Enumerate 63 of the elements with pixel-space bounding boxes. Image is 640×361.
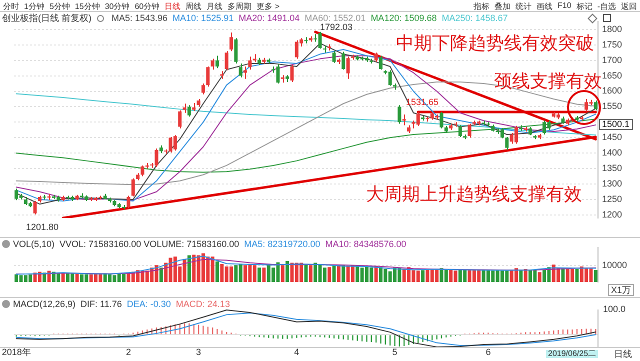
text: DEA: -0.30 [126, 299, 171, 309]
text: MA10: 1525.91 [172, 13, 234, 23]
annotation: 1792.03 [320, 22, 353, 32]
text: MA120: 1509.68 [370, 13, 437, 23]
text: DIF: 11.76 [80, 299, 122, 309]
annotation: 大周期上升趋势线支撑有效 [366, 184, 582, 205]
text: 15分钟 [74, 1, 100, 12]
text: 月线 [206, 1, 223, 12]
text: 1201.80 [26, 222, 59, 232]
y-tick-label: 1800 [602, 24, 622, 34]
x-tick-label: 2 [126, 346, 131, 357]
x-tick-label: 6 [486, 346, 491, 357]
series-label: MACD: 24.13 [176, 299, 230, 309]
series-label: MA5: 82319720.00 [244, 239, 320, 249]
y-tick-label: 1600 [602, 86, 622, 96]
text: MA5: 1543.96 [112, 13, 168, 23]
y-tick-label: 1200 [602, 209, 622, 220]
chart-title: MACD(12,26,9) [13, 299, 76, 309]
y-tick-label: 1550 [602, 101, 622, 112]
series-label: MA10: 84348576.00 [325, 239, 406, 249]
text: 更多 > [256, 1, 280, 12]
y-tick-label: 1750 [602, 39, 622, 50]
y-tick-label: 1300 [602, 178, 622, 188]
text: 30分钟 [104, 1, 130, 12]
text: 60分钟 [134, 1, 160, 12]
y-tick-label: 1400 [602, 148, 622, 158]
text: MA60: 1552.01 [304, 13, 366, 23]
y-tick-label: 10000 [602, 260, 628, 270]
text: 100.0 [603, 304, 626, 314]
y-tick-label: 1450 [602, 132, 622, 142]
text: MA20: 1491.04 [238, 13, 300, 23]
text: 统计 [516, 1, 532, 12]
text: 1分钟 [24, 1, 44, 12]
chart-title: 创业板指(日线 前复权) [2, 13, 92, 23]
chart-subtitle: VVOL: 71583160.00 VOLUME: 71583160.00 [60, 239, 240, 249]
text: 1500.1 [599, 119, 633, 130]
text: 日线 [614, 349, 632, 359]
y-tick-label: 1650 [602, 70, 622, 80]
text: 周线 [186, 1, 202, 12]
y-axis-title: X1万 [608, 284, 634, 296]
annotation: 中期下降趋势线有效突破 [396, 33, 594, 54]
y-tick-label: 1350 [602, 163, 622, 174]
chart-title: VOL(5,10) [13, 239, 55, 249]
text: 5分钟 [49, 1, 70, 12]
annotation: 颈线支撑有效 [494, 71, 602, 92]
x-tick-label: 2018年 [2, 346, 31, 357]
text: 2019/06/25二 [546, 349, 598, 358]
text: 返回 [621, 1, 637, 12]
text: 画线 [536, 1, 553, 12]
text: 指标 [474, 1, 490, 12]
y-tick-label: 1700 [602, 54, 622, 65]
text: 分时 [3, 1, 19, 12]
text: 多周期 [228, 1, 252, 12]
x-tick-label: 4 [294, 346, 300, 357]
text: 叠加 [494, 1, 511, 12]
x-tick-label: 5 [392, 346, 398, 357]
text: F10 [558, 1, 572, 12]
text: -自选 [597, 1, 616, 12]
text: 标记 [576, 1, 592, 12]
text: MA250: 1458.67 [442, 13, 508, 23]
y-tick-label: 1250 [602, 194, 622, 204]
x-tick-label: 3 [196, 346, 202, 357]
text: 日线 [164, 1, 181, 12]
